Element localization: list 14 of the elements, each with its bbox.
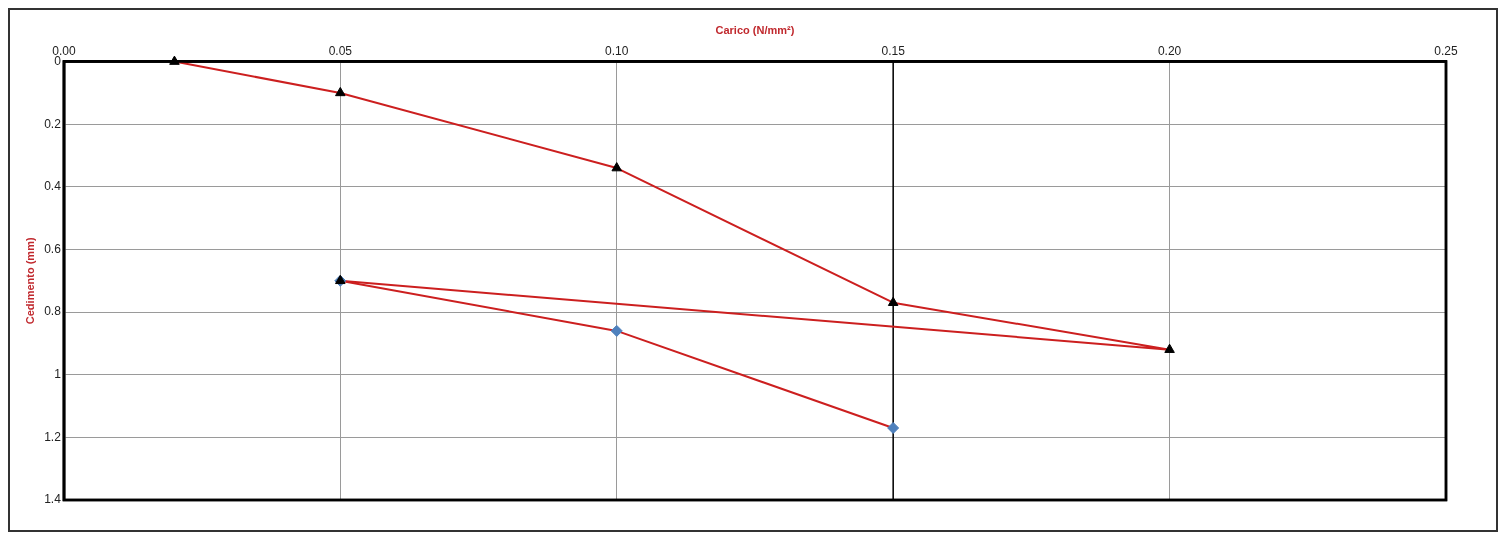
x-tick-label: 0.25: [1434, 43, 1458, 58]
x-tick-label: 0.05: [328, 43, 353, 58]
y-tick-label: 0.6: [44, 241, 62, 256]
y-tick-label: 1: [54, 367, 62, 382]
x-axis-title: Carico (N/mm²): [715, 23, 795, 36]
y-tick-label: 1.4: [44, 492, 62, 507]
x-tick-label: 0.10: [605, 43, 629, 58]
y-tick-label: 0.4: [44, 179, 62, 194]
x-tick-label: 0.15: [881, 43, 906, 58]
y-tick-label: 0.8: [44, 304, 62, 319]
y-tick-label: 0.2: [44, 116, 62, 131]
y-axis-title: Cedimento (mm): [23, 237, 36, 325]
y-tick-label: 1.2: [44, 429, 62, 444]
x-tick-label: 0.20: [1157, 43, 1182, 58]
